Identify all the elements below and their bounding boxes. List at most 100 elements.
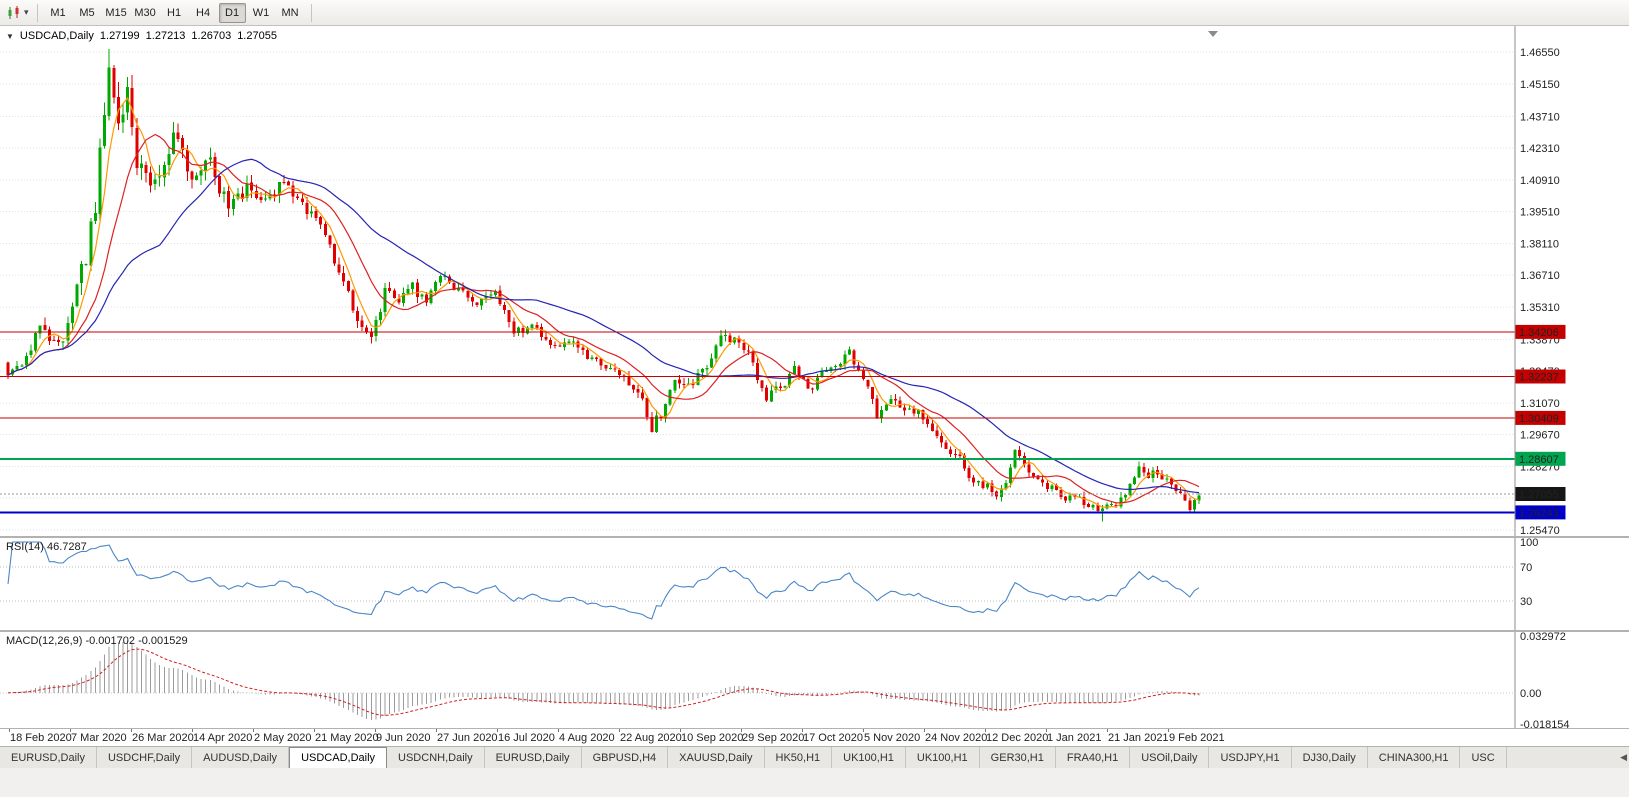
level-price-label: 1.34206 [1519, 327, 1559, 339]
candlestick-chart-icon[interactable] [4, 3, 24, 23]
timeframe-button-d1[interactable]: D1 [218, 2, 246, 23]
chart-tab-uk100-h1[interactable]: UK100,H1 [905, 747, 980, 768]
date-label: 12 Dec 2020 [986, 732, 1049, 744]
level-price-label: 1.28607 [1519, 454, 1559, 466]
price-tick-label: 1.40910 [1520, 175, 1560, 187]
date-label: 21 May 2020 [315, 732, 379, 744]
chart-tab-gbpusd-h4[interactable]: GBPUSD,H4 [581, 747, 669, 768]
date-tick [985, 729, 986, 732]
quote-open: 1.27199 [99, 30, 140, 42]
date-tick [680, 729, 681, 732]
price-tick-label: 1.43710 [1520, 111, 1560, 123]
toolbar-separator-2 [310, 3, 312, 22]
tab-scroll-left-icon[interactable]: ◀ [1620, 752, 1627, 762]
timeframe-button-m1[interactable]: M1 [50, 6, 66, 19]
date-tick [1168, 729, 1169, 732]
ma-mid-line[interactable] [7, 133, 1200, 504]
date-tick [619, 729, 620, 732]
time-axis[interactable]: 18 Feb 2020 7 Mar 2020 26 Mar 2020 14 Apr 2… [0, 729, 1629, 746]
timeframe-button-m5[interactable]: M5 [79, 6, 95, 19]
toolbar-separator [36, 3, 38, 22]
chart-tab-china300-h1[interactable]: CHINA300,H1 [1367, 747, 1461, 768]
level-price-label: 1.32237 [1519, 372, 1559, 384]
chart-tab-usdcnh-daily[interactable]: USDCNH,Daily [387, 747, 485, 768]
date-label: 4 Aug 2020 [559, 732, 615, 744]
macd-tick-label: 0.032972 [1520, 632, 1566, 643]
chart-type-dropdown-icon[interactable]: ▾ [24, 7, 29, 17]
macd-background [0, 632, 1629, 728]
quote-low: 1.26703 [191, 30, 232, 42]
macd-tick-label: 0.00 [1520, 688, 1541, 700]
date-tick [192, 729, 193, 732]
date-label: 1 Jan 2021 [1047, 732, 1102, 744]
date-tick [375, 729, 376, 732]
rsi-axis[interactable]: 100 70 30 [1514, 537, 1538, 630]
ma-fast-line[interactable] [7, 96, 1200, 508]
rsi-line [7, 541, 1200, 620]
date-tick [131, 729, 132, 732]
rsi-indicator-pane[interactable]: 100 70 30 RSI(14) 46.7287 [0, 537, 1629, 632]
date-tick [1107, 729, 1108, 732]
date-tick [863, 729, 864, 732]
rsi-level-lines [0, 566, 1515, 602]
horizontal-level-lines [0, 331, 1515, 514]
quote-close: 1.27055 [237, 30, 277, 42]
date-label: 17 Oct 2020 [803, 732, 863, 744]
macd-histogram [12, 640, 1200, 721]
date-tick [802, 729, 803, 732]
price-tick-label: 1.46550 [1520, 47, 1560, 59]
chart-tab-dj30-daily[interactable]: DJ30,Daily [1291, 747, 1368, 768]
chart-title: ▼ USDCAD,Daily 1.27199 1.27213 1.26703 1… [6, 30, 277, 42]
price-tick-label: 1.38110 [1520, 238, 1559, 250]
chart-tab-usdchf-daily[interactable]: USDCHF,Daily [96, 747, 193, 768]
chart-tab-hk50-h1[interactable]: HK50,H1 [764, 747, 833, 768]
timeframe-button-m15[interactable]: M15 [105, 6, 127, 19]
collapse-icon[interactable]: ▼ [6, 31, 14, 41]
level-price-label: 1.26243 [1519, 507, 1559, 519]
chart-tab-ger30-h1[interactable]: GER30,H1 [979, 747, 1056, 768]
timeframe-button-group: M1 M5 M15 M30 H1 H4 D1 W1 MN [44, 2, 305, 23]
chart-tab-bar: EURUSD,Daily USDCHF,Daily AUDUSD,Daily USDC… [0, 746, 1629, 768]
date-label: 2 May 2020 [254, 732, 312, 744]
rsi-tick-label: 30 [1520, 596, 1532, 608]
price-tick-label: 1.39510 [1520, 207, 1560, 219]
timeframe-button-h1[interactable]: H1 [167, 6, 182, 19]
chart-tab-eurusd-daily[interactable]: EURUSD,Daily [0, 747, 97, 768]
rsi-chart[interactable]: 100 70 30 [0, 537, 1629, 630]
chart-tab-uk100-h1[interactable]: UK100,H1 [832, 747, 906, 768]
timeframe-button-w1[interactable]: W1 [252, 6, 270, 19]
date-tick [497, 729, 498, 732]
rsi-tick-label: 70 [1520, 562, 1532, 574]
timeframe-button-m30[interactable]: M30 [134, 6, 156, 19]
timeframe-button-mn[interactable]: MN [281, 6, 299, 19]
chart-shift-marker[interactable] [1208, 31, 1218, 37]
quote-high: 1.27213 [145, 30, 186, 42]
date-tick [9, 729, 10, 732]
chart-tab-usoil-daily[interactable]: USOil,Daily [1130, 747, 1210, 768]
rsi-tick-label: 100 [1520, 538, 1538, 549]
date-label: 24 Nov 2020 [925, 732, 988, 744]
candlestick-chart[interactable]: 1.46550 1.45150 1.43710 1.42310 1.40910 1.395… [0, 26, 1629, 537]
price-chart-pane[interactable]: 1.46550 1.45150 1.43710 1.42310 1.40910 1.395… [0, 26, 1629, 538]
date-label: 14 Apr 2020 [193, 732, 253, 744]
chart-tab-usc[interactable]: USC [1460, 747, 1507, 768]
date-tick [436, 729, 437, 732]
macd-indicator-pane[interactable]: 0.032972 0.00 -0.018154 MACD(12,26,9) -0.0… [0, 631, 1629, 731]
date-tick [924, 729, 925, 732]
price-tick-label: 1.36710 [1520, 270, 1560, 282]
chart-tab-eurusd-daily[interactable]: EURUSD,Daily [484, 747, 582, 768]
rsi-background [0, 538, 1629, 630]
chart-tab-usdjpy-h1[interactable]: USDJPY,H1 [1209, 747, 1292, 768]
macd-chart[interactable]: 0.032972 0.00 -0.018154 [0, 631, 1629, 731]
status-strip [0, 768, 1629, 797]
price-axis[interactable]: 1.46550 1.45150 1.43710 1.42310 1.40910 1.395… [1514, 26, 1566, 537]
chart-tab-audusd-daily[interactable]: AUDUSD,Daily [192, 747, 290, 768]
timeframe-button-h4[interactable]: H4 [196, 6, 211, 19]
date-tick [70, 729, 71, 732]
chart-tab-fra40-h1[interactable]: FRA40,H1 [1055, 747, 1131, 768]
chart-tab-xauusd-daily[interactable]: XAUUSD,Daily [668, 747, 765, 768]
chart-tab-usdcad-daily[interactable]: USDCAD,Daily [289, 747, 388, 768]
date-label: 10 Sep 2020 [681, 732, 744, 744]
date-label: 5 Nov 2020 [864, 732, 921, 744]
ma-slow-line[interactable] [7, 158, 1200, 494]
